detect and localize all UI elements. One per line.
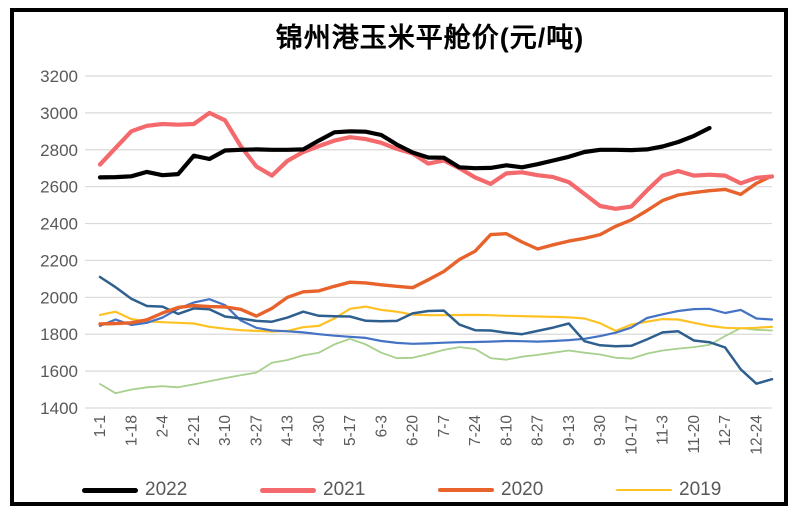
series-2019 <box>98 305 774 333</box>
chart-legend: 2022 2021 2020 2019 <box>82 479 794 501</box>
legend-item-2021: 2021 <box>260 479 438 501</box>
series-2020 <box>98 174 774 326</box>
x-tick-label: 4-30 <box>311 415 328 446</box>
chart-frame <box>10 8 788 506</box>
legend-item-2022: 2022 <box>82 479 260 501</box>
legend-label: 2020 <box>501 479 544 500</box>
chart-title: 锦州港玉米平舱价(元/吨) <box>275 23 585 53</box>
series-unlabeled-green <box>99 327 773 395</box>
y-tick-label: 3000 <box>40 104 78 123</box>
x-tick-label: 1-18 <box>123 415 140 446</box>
legend-label: 2022 <box>145 479 188 500</box>
y-tick-label: 2400 <box>40 215 78 234</box>
y-tick-label: 1400 <box>40 399 78 418</box>
x-tick-label: 4-13 <box>280 415 297 446</box>
x-tick-label: 11-3 <box>655 415 672 445</box>
x-tick-label: 3-10 <box>217 415 234 446</box>
legend-label: 2019 <box>679 479 722 500</box>
legend-swatch-2020 <box>438 487 494 493</box>
x-tick-label: 3-27 <box>248 415 265 446</box>
legend-label: 2021 <box>323 479 366 500</box>
legend-swatch-2019 <box>616 488 672 492</box>
x-tick-label: 7-24 <box>467 415 484 446</box>
x-tick-label: 1-1 <box>92 415 109 437</box>
y-tick-label: 3200 <box>40 67 78 86</box>
y-axis-labels: 3200 3000 2800 2600 2400 2200 2000 1800 1600 1400 <box>40 67 78 418</box>
x-tick-label: 12-7 <box>717 415 734 446</box>
x-tick-label: 5-17 <box>342 415 359 446</box>
gridlines <box>85 75 772 409</box>
legend-swatch-2021 <box>260 487 316 493</box>
x-tick-label: 2-4 <box>155 415 172 438</box>
y-tick-label: 2600 <box>40 178 78 197</box>
x-tick-label: 11-20 <box>686 415 703 454</box>
legend-swatch-2022 <box>82 487 138 493</box>
x-tick-label: 8-10 <box>498 415 515 446</box>
y-tick-label: 2800 <box>40 141 78 160</box>
series-unlabeled-blue <box>98 298 774 345</box>
y-tick-label: 1800 <box>40 325 78 344</box>
y-tick-label: 1600 <box>40 362 78 381</box>
x-tick-label: 6-20 <box>405 415 422 446</box>
legend-item-2019: 2019 <box>616 479 794 501</box>
legend-item-2020: 2020 <box>438 479 616 501</box>
series-2021 <box>97 110 775 211</box>
series-2022 <box>97 125 712 180</box>
x-tick-label: 10-17 <box>623 415 640 455</box>
y-tick-label: 2200 <box>40 251 78 270</box>
x-tick-label: 2-21 <box>186 415 203 446</box>
x-tick-label: 8-27 <box>530 415 547 446</box>
x-tick-label: 9-13 <box>561 415 578 446</box>
x-axis-labels: 1-1 1-18 2-4 2-21 3-10 3-27 4-13 4-30 5-17 6-3 6-2… <box>92 415 765 455</box>
x-tick-label: 6-3 <box>373 415 390 437</box>
series-unlabeled-dark-blue <box>98 275 774 385</box>
x-tick-label: 12-24 <box>748 415 765 455</box>
x-tick-label: 7-7 <box>436 415 453 437</box>
y-tick-label: 2000 <box>40 288 78 307</box>
x-tick-label: 9-30 <box>592 415 609 446</box>
